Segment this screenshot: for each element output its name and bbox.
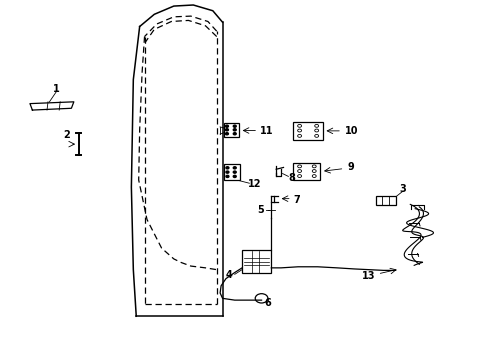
Circle shape xyxy=(225,175,228,177)
Text: 2: 2 xyxy=(63,130,70,140)
Circle shape xyxy=(225,171,228,173)
Text: 12: 12 xyxy=(247,179,261,189)
Text: 6: 6 xyxy=(264,298,271,308)
Text: 4: 4 xyxy=(225,270,232,280)
Text: 13: 13 xyxy=(361,271,375,281)
Text: 10: 10 xyxy=(345,126,358,135)
Circle shape xyxy=(233,125,236,127)
Bar xyxy=(293,122,322,140)
Circle shape xyxy=(233,171,236,173)
Bar xyxy=(224,123,238,137)
Text: 5: 5 xyxy=(257,206,264,216)
Circle shape xyxy=(225,129,228,131)
Bar xyxy=(242,250,271,273)
Text: 9: 9 xyxy=(346,162,353,172)
Bar xyxy=(293,163,320,180)
Text: 1: 1 xyxy=(53,84,60,94)
Circle shape xyxy=(225,125,228,127)
Text: 3: 3 xyxy=(399,184,406,194)
Circle shape xyxy=(225,133,228,135)
Circle shape xyxy=(233,129,236,131)
Circle shape xyxy=(225,167,228,169)
Circle shape xyxy=(233,175,236,177)
Circle shape xyxy=(233,133,236,135)
Text: 11: 11 xyxy=(259,126,273,135)
Bar xyxy=(375,196,395,205)
Bar xyxy=(224,164,239,180)
Text: 7: 7 xyxy=(293,195,300,205)
Circle shape xyxy=(233,167,236,169)
Text: 8: 8 xyxy=(288,173,295,183)
